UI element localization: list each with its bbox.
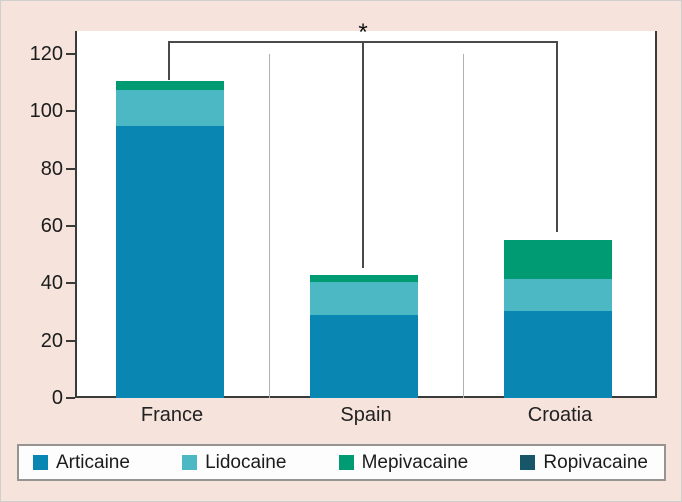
legend-item-mepivacaine: Mepivacaine — [338, 451, 469, 474]
legend-item-lidocaine: Lidocaine — [182, 452, 286, 474]
x-category-label: Spain — [340, 404, 392, 426]
bar-segment-lidocaine-france — [116, 89, 224, 126]
ropivacaine-swatch-icon — [520, 455, 536, 470]
y-axis-tick — [66, 225, 75, 227]
y-tick-label: 80 — [40, 157, 63, 180]
y-axis-tick — [66, 110, 75, 113]
bar-segment-articaine-france — [116, 125, 224, 398]
bar-segment-mepivacaine-france — [116, 81, 224, 90]
legend: Articaine Lidocaine Mepivacaine Ropivaca… — [17, 444, 666, 481]
lidocaine-swatch-icon — [182, 455, 198, 470]
significance-bracket-drop — [362, 41, 364, 268]
y-tick-label: 100 — [29, 100, 63, 123]
legend-label-ropivacaine: Ropivacaine — [543, 451, 648, 473]
legend-label-articaine: Articaine — [56, 451, 130, 473]
legend-label-lidocaine: Lidocaine — [205, 451, 287, 473]
y-axis-tick — [66, 397, 75, 399]
y-tick-label: 40 — [40, 272, 63, 295]
bar-segment-lidocaine-croatia — [504, 279, 612, 311]
y-axis-tick — [66, 282, 75, 285]
y-tick-label: 60 — [40, 215, 63, 237]
bar-segment-articaine-croatia — [504, 310, 612, 398]
y-axis-tick — [66, 53, 75, 55]
bar-segment-mepivacaine-spain — [310, 274, 418, 282]
bar-segment-lidocaine-spain — [310, 281, 418, 315]
y-tick-label: 0 — [51, 387, 63, 409]
y-axis-tick — [66, 339, 75, 342]
articaine-swatch-icon — [33, 455, 48, 470]
x-category-label: Croatia — [527, 404, 593, 426]
legend-label-mepivacaine: Mepivacaine — [361, 451, 469, 473]
legend-item-ropivacaine: Ropivacaine — [520, 452, 648, 474]
bar-segment-mepivacaine-croatia — [504, 240, 612, 280]
legend-item-articaine: Articaine — [33, 452, 130, 474]
significance-bracket-drop — [168, 41, 170, 81]
x-category-label: France — [140, 404, 204, 426]
bar-segment-articaine-spain — [310, 314, 418, 398]
y-tick-label: 120 — [29, 43, 63, 65]
category-separator — [269, 54, 270, 398]
category-separator — [463, 54, 464, 398]
y-tick-label: 20 — [40, 329, 63, 352]
y-axis-tick — [66, 167, 75, 170]
significance-star: * — [358, 19, 368, 46]
mepivacaine-swatch-icon — [338, 455, 354, 470]
significance-bracket-drop — [556, 41, 558, 233]
